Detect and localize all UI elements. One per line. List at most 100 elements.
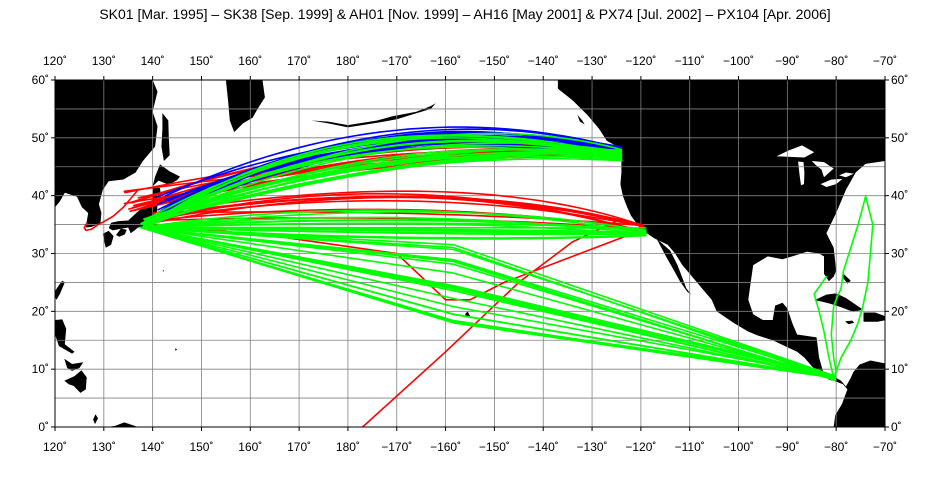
left-lat-label: 0˚ [38,420,49,434]
top-lon-label: −100˚ [723,54,754,68]
bottom-lon-label: −170˚ [381,440,412,454]
top-lon-label: −150˚ [479,54,510,68]
bottom-lon-label: −70˚ [873,440,897,454]
top-lon-label: −110˚ [675,54,705,68]
hokkaido-land [152,164,180,187]
taiwan-land [55,280,65,300]
bottom-longitude-labels: 120˚ 130˚ 140˚ 150˚ 160˚ 170˚ 180˚ −170˚ −160˚ −1… [43,440,897,454]
bottom-lon-label: −130˚ [577,440,608,454]
right-lat-label: 30˚ [891,247,908,261]
px-track-to-los-angeles [139,211,647,232]
px-track-to-los-angeles [139,226,647,233]
px-track-to-seattle [143,137,623,227]
shikoku-land [116,228,127,237]
map-title: SK01 [Mar. 1995] – SK38 [Sep. 1999] & AH… [99,6,831,22]
halmahera-land [93,414,98,425]
bottom-lon-label: 180˚ [336,440,360,454]
left-latitude-labels: 0˚ 10˚ 20˚ 30˚ 40˚ 50˚ 60˚ [32,73,49,434]
px-track-to-seattle [141,132,623,229]
top-lon-label: −170˚ [381,54,412,68]
px-track-to-panama [139,226,837,380]
px-track-to-panama [139,226,837,378]
px-track-to-seattle [144,135,623,221]
right-lat-label: 10˚ [891,362,908,376]
mariana-islands-land [175,348,178,351]
top-lon-label: −130˚ [577,54,608,68]
haida-gwaii-land [577,114,585,125]
bottom-lon-label: 130˚ [92,440,116,454]
sk-track-to-los-angeles [151,195,645,227]
luzon-land [55,319,75,354]
bahamas-land [843,273,851,284]
lake-huron [811,161,834,178]
bottom-lon-label: 160˚ [238,440,262,454]
bottom-lon-label: 140˚ [141,440,165,454]
map-frame-group [47,79,886,428]
left-lat-label: 10˚ [32,362,49,376]
px-track-to-panama [139,226,837,380]
top-lon-label: 130˚ [92,54,116,68]
left-lat-label: 40˚ [32,189,49,203]
top-lon-label: −70˚ [873,54,897,68]
bottom-lon-label: −100˚ [723,440,754,454]
bottom-lon-label: 150˚ [189,440,213,454]
px-track-to-seattle [143,148,623,220]
px-track-to-panama [139,226,837,378]
cuba-land [814,293,863,312]
top-longitude-labels: 120˚ 130˚ 140˚ 150˚ 160˚ 170˚ 180˚ −170˚ −160˚ −1… [43,54,897,68]
px-track-caribbean-to-new-york [832,194,874,379]
aleutian-chain-land [311,103,436,128]
right-lat-label: 60˚ [891,73,908,87]
left-lat-label: 20˚ [32,304,49,318]
left-lat-label: 50˚ [32,131,49,145]
px-track-to-los-angeles [139,226,647,233]
right-latitude-labels: 0˚ 10˚ 20˚ 30˚ 40˚ 50˚ 60˚ [891,73,908,434]
right-lat-label: 0˚ [891,420,902,434]
px-track-to-panama [139,226,837,377]
bonin-islands-land [162,270,164,272]
px-track-to-panama [139,226,837,380]
kyushu-land [102,230,114,248]
lake-erie [820,178,843,187]
top-lon-label: 140˚ [141,54,165,68]
px-track-gulf-connector [813,275,835,379]
px-track-panama-to-new-york [830,196,867,379]
px-track-to-los-angeles [139,226,647,236]
bottom-lon-label: −110˚ [675,440,705,454]
top-lon-label: −160˚ [430,54,461,68]
px-track-to-panama [139,226,837,378]
top-lon-label: 150˚ [189,54,213,68]
sk-track-to-los-angeles [151,190,645,227]
bottom-lon-label: −120˚ [625,440,656,454]
left-lat-label: 30˚ [32,247,49,261]
right-lat-label: 20˚ [891,304,908,318]
bottom-lon-label: −160˚ [430,440,461,454]
vancouver-island-land [614,133,627,148]
top-lon-label: 160˚ [238,54,262,68]
mindanao-land [64,370,87,393]
bottom-lon-label: 170˚ [287,440,311,454]
px-track-to-panama [139,226,837,378]
top-lon-label: 120˚ [43,54,67,68]
px-track-to-panama [139,226,837,379]
sakhalin-land [161,113,170,161]
kamchatka-land [225,80,265,133]
lake-superior [776,145,815,158]
ship-tracks [83,126,874,427]
bottom-lon-label: −80˚ [824,440,848,454]
axis-ticks [51,76,889,431]
north-borneo-land [47,385,55,400]
sk-track-korea-coastal [83,189,139,232]
bottom-lon-label: −140˚ [528,440,559,454]
visayas-land [64,358,84,371]
right-lat-label: 50˚ [891,131,908,145]
lake-ontario [839,172,854,178]
asia-landmass-land [55,80,158,228]
top-lon-label: 180˚ [336,54,360,68]
hispaniola-land [863,312,885,322]
jamaica-land [845,320,855,325]
left-lat-label: 60˚ [32,73,49,87]
px-track-to-los-angeles [139,209,647,235]
top-lon-label: −90˚ [775,54,799,68]
